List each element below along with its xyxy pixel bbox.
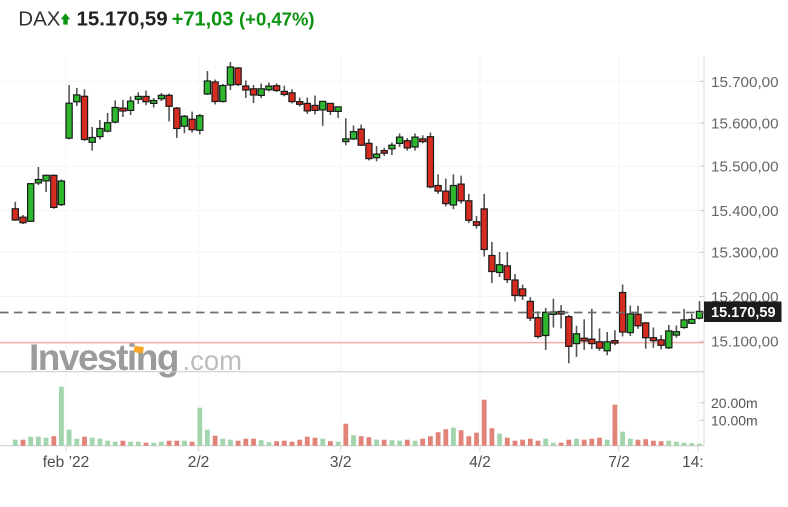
svg-text:15.170,59: 15.170,59 [711,305,776,321]
svg-text:15.700,00: 15.700,00 [711,74,779,91]
svg-text:15.500,00: 15.500,00 [711,159,779,176]
svg-text:+71,03: +71,03 [172,9,234,31]
svg-text:7/2: 7/2 [608,454,630,471]
svg-text:15.600,00: 15.600,00 [711,116,779,133]
svg-text:15.100,00: 15.100,00 [711,334,779,351]
svg-text:15.400,00: 15.400,00 [711,203,779,220]
svg-text:DAX: DAX [18,8,60,31]
svg-text:Investing: Investing [29,337,178,378]
svg-text:2/2: 2/2 [188,454,210,471]
svg-text:3/2: 3/2 [330,454,352,471]
svg-text:15.170,59: 15.170,59 [77,8,168,31]
svg-text:.com: .com [183,345,243,376]
svg-text:10.00m: 10.00m [711,413,758,429]
svg-text:4/2: 4/2 [469,454,491,471]
svg-text:20.00m: 20.00m [711,395,758,411]
svg-text:15.300,00: 15.300,00 [711,245,779,262]
svg-text:feb ’22: feb ’22 [43,454,90,471]
svg-text:(+0,47%): (+0,47%) [239,9,315,30]
